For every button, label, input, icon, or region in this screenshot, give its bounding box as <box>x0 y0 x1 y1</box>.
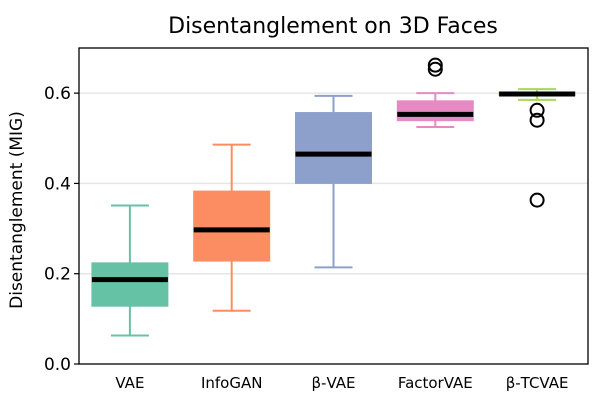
box-iqr <box>91 262 169 307</box>
outlier-point <box>427 57 443 73</box>
y-tick-label: 0.0 <box>44 355 71 375</box>
box-layer <box>91 57 576 337</box>
y-tick-label: 0.6 <box>44 84 71 104</box>
box-group <box>295 94 372 269</box>
x-tick-label: VAE <box>115 374 144 392</box>
outlier-point <box>529 102 545 118</box>
box-group <box>91 204 169 337</box>
x-tick-label: InfoGAN <box>201 374 263 392</box>
tick-layer: 0.0 0.2 0.4 0.6 VAE InfoGAN β-VAE FactorVAE β-TC… <box>44 84 569 392</box>
box-iqr <box>193 190 271 262</box>
box-group <box>396 57 474 128</box>
x-tick-label: β-VAE <box>311 374 355 392</box>
x-tick-label: β-TCVAE <box>506 374 569 392</box>
y-axis-label: Disentanglement (MIG) <box>7 111 27 309</box>
box-iqr <box>295 112 372 184</box>
y-tick-label: 0.2 <box>44 265 71 285</box>
box-iqr <box>396 100 474 122</box>
outlier-point <box>529 112 545 128</box>
box-group <box>193 143 271 312</box>
chart-title: Disentanglement on 3D Faces <box>168 14 498 39</box>
x-tick-label: FactorVAE <box>398 374 473 392</box>
outlier-point <box>427 61 443 77</box>
y-tick-label: 0.4 <box>44 174 71 194</box>
outlier-point <box>529 192 545 208</box>
plot-frame <box>78 47 589 365</box>
box-group <box>498 88 576 208</box>
